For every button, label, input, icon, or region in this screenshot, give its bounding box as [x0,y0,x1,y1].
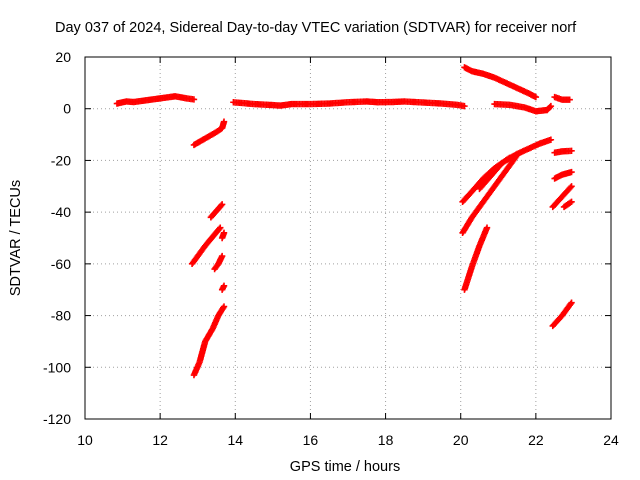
data-point [220,282,228,290]
x-tick-label: 16 [303,432,319,448]
ticks-layer [84,56,612,420]
x-tick-label: 22 [528,432,544,448]
tick-labels-layer: 10 12 14 16 18 20 22 24 -120 -100 -80 -60 -40 -20 0 20 [43,49,619,448]
chart-title: Day 037 of 2024, Sidereal Day-to-day VTE… [55,20,577,36]
y-tick-label: -40 [51,204,71,220]
x-tick-label: 10 [77,432,93,448]
data-point [506,154,513,162]
y-tick-label: 0 [63,101,71,117]
data-points-layer [113,64,575,379]
data-point [568,168,575,176]
y-tick-label: -20 [51,152,71,168]
y-tick-label: 20 [55,49,71,65]
data-point [567,199,574,206]
data-point [568,299,575,306]
data-point [566,96,573,103]
data-point [190,96,198,103]
data-point [546,103,554,111]
data-point [547,136,555,143]
y-tick-label: -120 [43,411,71,427]
data-point [220,304,227,312]
y-tick-label: -100 [43,359,71,375]
data-point [568,183,575,190]
data-point [217,202,225,209]
data-point [220,229,228,237]
data-point [567,300,574,308]
x-axis-label: GPS time / hours [290,459,400,475]
series-markers [113,64,575,379]
data-point [217,224,224,231]
x-tick-label: 18 [378,432,394,448]
data-point [512,153,520,160]
data-point [513,152,521,159]
data-point [218,201,226,208]
data-point [218,252,226,260]
grid-layer [85,57,611,419]
data-point [216,225,223,232]
data-point [568,147,575,155]
data-point [567,184,574,191]
y-tick-label: -80 [51,308,71,324]
data-point [220,118,228,125]
data-point [461,102,468,110]
x-tick-label: 12 [152,432,168,448]
data-point [532,93,540,101]
y-axis-label: SDTVAR / TECUs [8,180,24,296]
data-point [547,102,555,110]
x-tick-label: 20 [453,432,469,448]
x-tick-label: 24 [603,432,619,448]
y-tick-label: -60 [51,256,71,272]
data-point [568,198,575,205]
data-point [483,224,491,231]
x-tick-label: 14 [227,432,243,448]
data-point [505,155,512,162]
data-point [220,303,228,310]
plot-frame [84,56,612,420]
